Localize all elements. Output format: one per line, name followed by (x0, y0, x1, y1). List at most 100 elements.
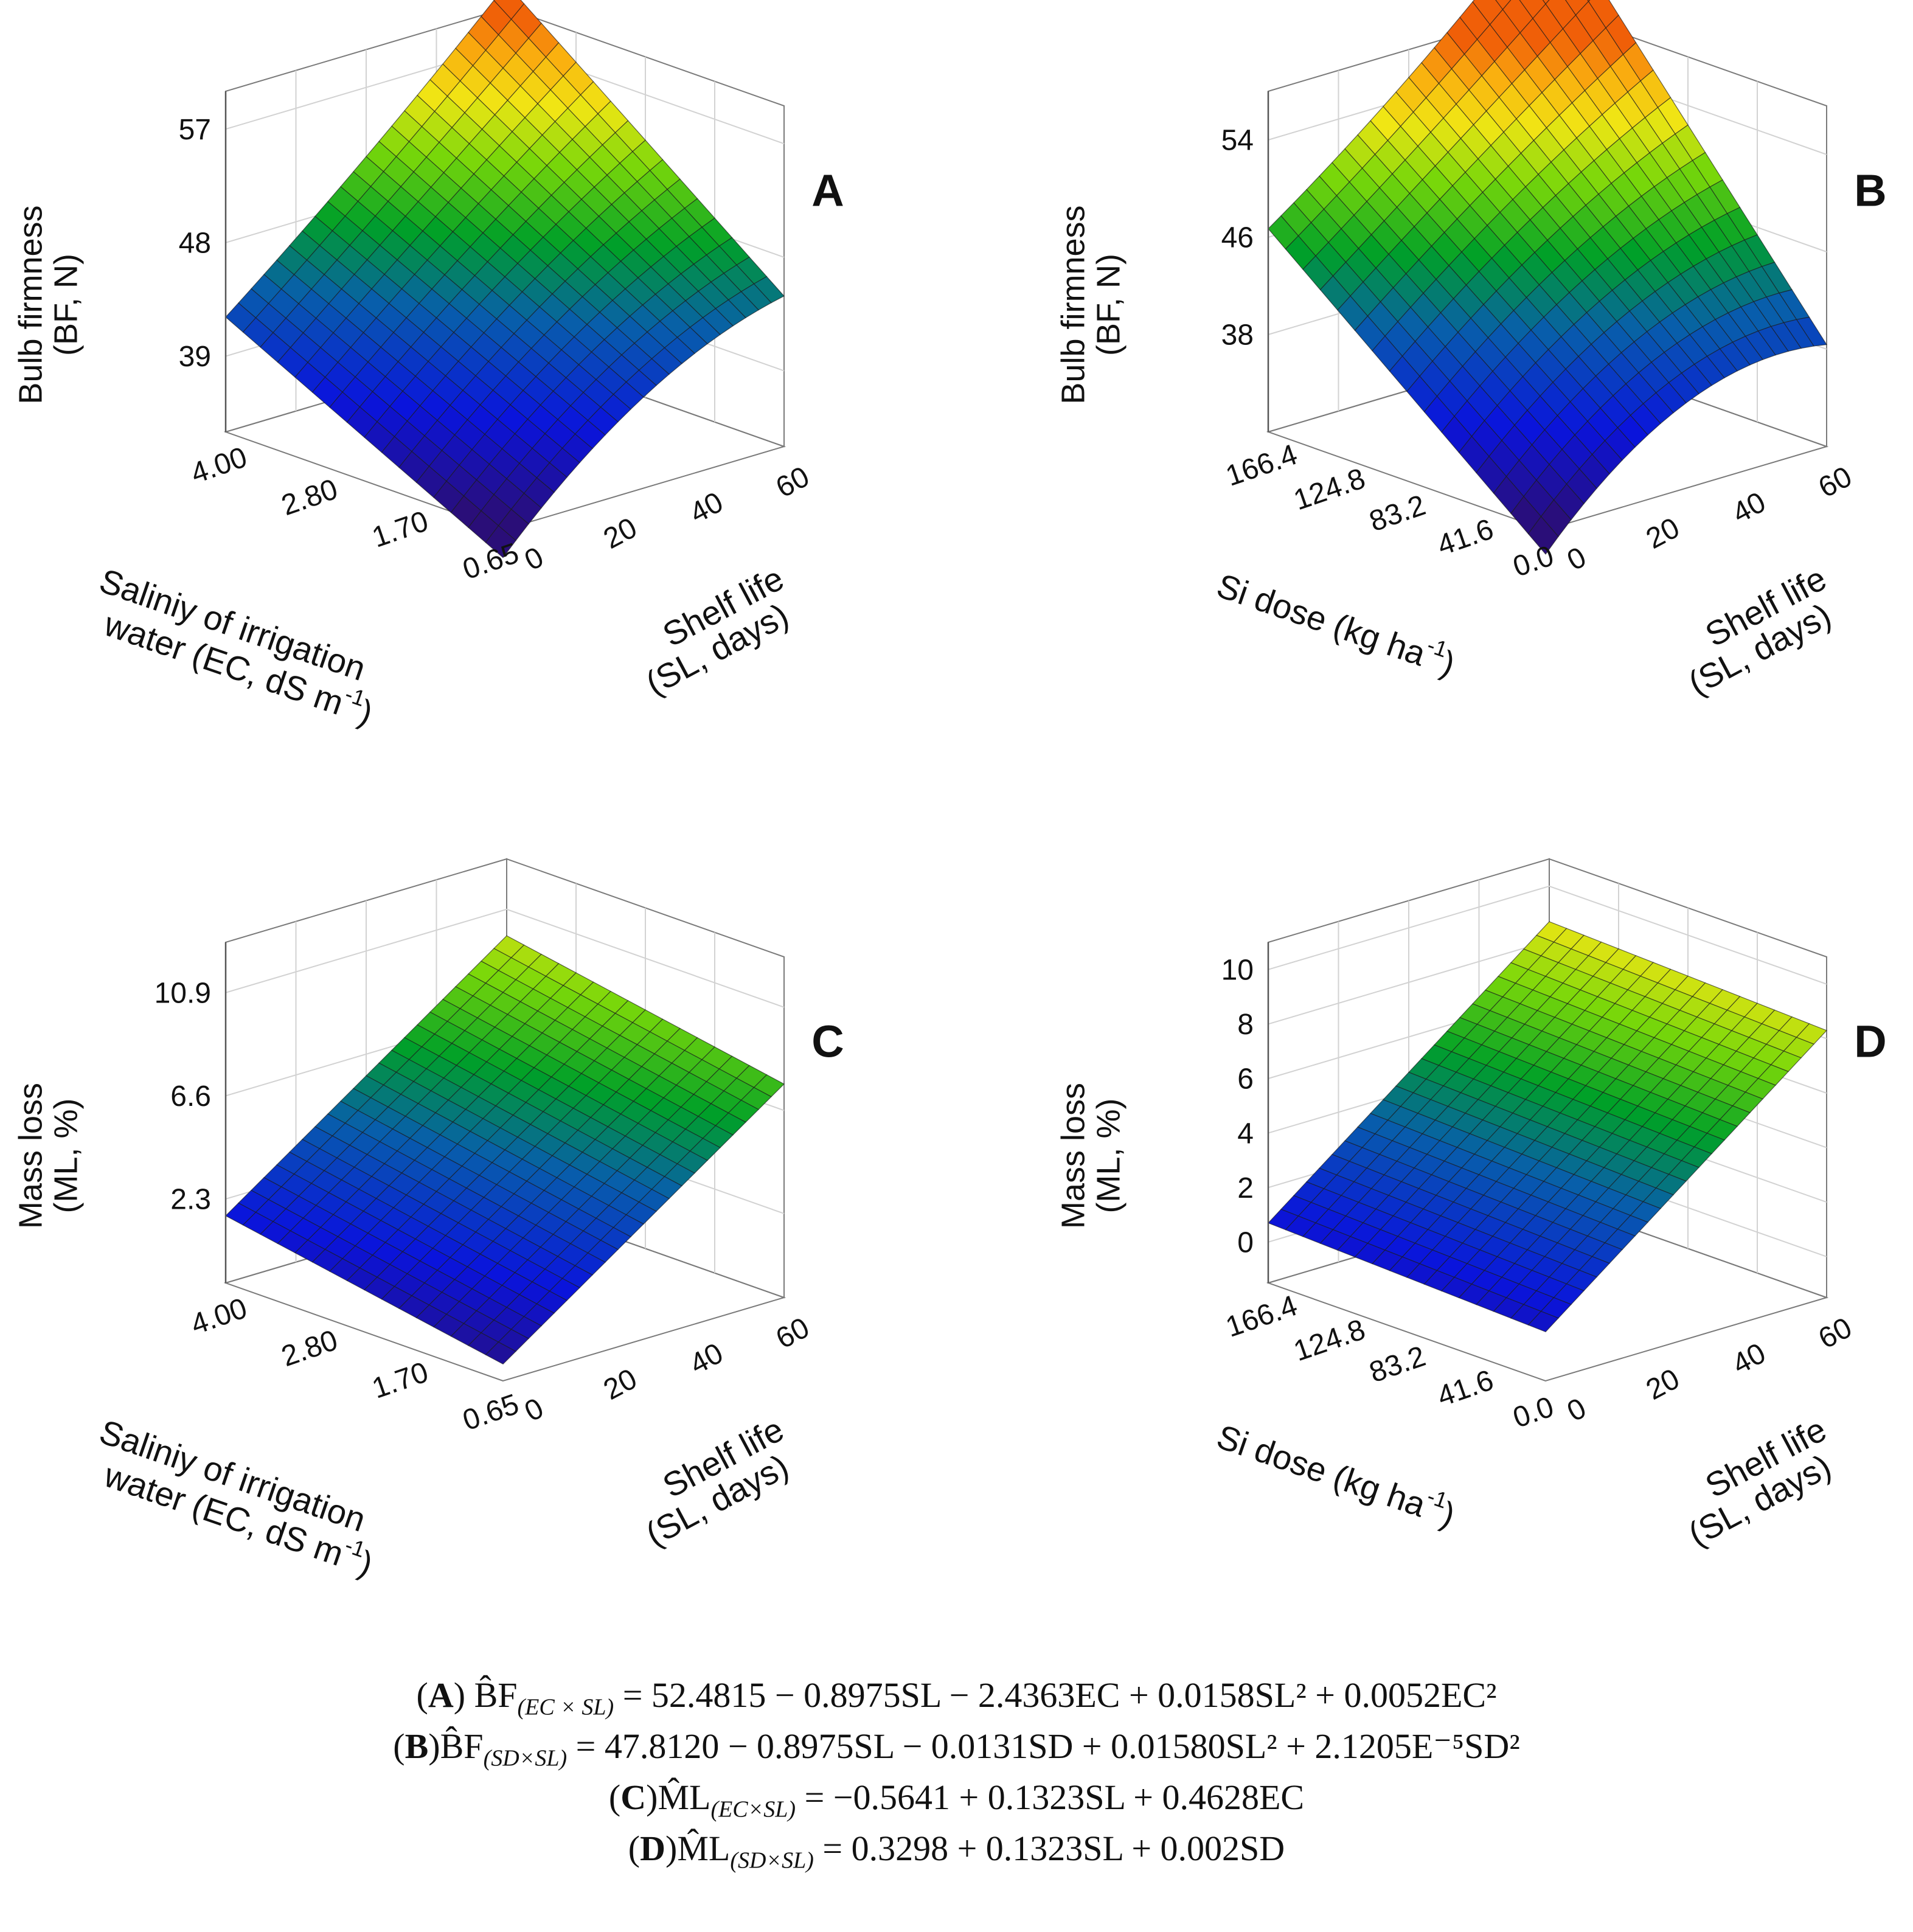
right-tick-label: 40 (1727, 1337, 1771, 1381)
z-tick-label: 4 (1237, 1117, 1254, 1150)
surface (225, 935, 785, 1365)
left-tick-label: 0.65 (459, 537, 523, 586)
right-tick-label: 20 (599, 512, 642, 555)
left-tick-label: 41.6 (1433, 513, 1498, 562)
z-axis-title: (BF, N) (1090, 254, 1127, 356)
panel-c: 10.9 6.6 2.3 Mass loss(ML, %) 4.00 2.80 1.70 0.… (12, 858, 844, 1583)
z-axis-title: Bulb firmness (1055, 205, 1091, 404)
left-tick-label: 1.70 (368, 1356, 432, 1405)
z-tick-label: 6 (1237, 1063, 1254, 1096)
z-axis-title: (ML, %) (1090, 1099, 1127, 1214)
z-tick-label: 48 (179, 228, 211, 260)
surface-quad (1542, 0, 1550, 5)
z-tick-label: 39 (179, 341, 211, 373)
left-tick-label: 0.65 (459, 1388, 523, 1437)
equations-block: (A) B̂F(EC × SL) = 52.4815 − 0.8975SL − … (0, 1670, 1913, 1874)
equation-c-subscript: (EC×SL) (710, 1796, 796, 1823)
equation-a-subscript: (EC × SL) (517, 1694, 614, 1720)
equation-b-subscript: (SD×SL) (483, 1745, 568, 1771)
left-tick-label: 0.0 (1509, 1391, 1558, 1434)
z-axis-title: (ML, %) (47, 1099, 84, 1214)
left-tick-label: 124.8 (1290, 1313, 1369, 1367)
panel-label: B (1854, 165, 1886, 216)
equation-b-label: B (404, 1726, 429, 1766)
equation-d-rhs: = 0.3298 + 0.1323SL + 0.002SD (822, 1829, 1285, 1868)
z-axis-title: Mass loss (1055, 1083, 1091, 1229)
left-tick-label: 166.4 (1222, 439, 1302, 493)
left-tick-label: 124.8 (1290, 462, 1369, 516)
left-tick-label: 166.4 (1222, 1290, 1302, 1344)
left-tick-label: 2.80 (277, 1324, 342, 1374)
left-axis-title: Si dose (kg ha-1) (1212, 561, 1462, 683)
equation-b-lhs: B̂F (440, 1726, 484, 1766)
left-tick-label: 83.2 (1366, 1340, 1430, 1389)
z-tick-label: 10.9 (154, 977, 211, 1009)
equation-c-label: C (620, 1777, 647, 1817)
z-tick-label: 0 (1237, 1226, 1254, 1259)
z-tick-label: 2 (1237, 1172, 1254, 1204)
right-tick-label: 0 (519, 541, 549, 577)
z-tick-label: 38 (1221, 319, 1254, 352)
z-axis-title: Mass loss (12, 1083, 49, 1229)
left-tick-label: 4.00 (187, 441, 251, 490)
right-tick-label: 40 (1727, 486, 1771, 530)
surface-quad (1527, 1310, 1560, 1333)
z-tick-label: 57 (179, 114, 211, 146)
panel-b: 54 46 38 Bulb firmness(BF, N) 166.4124.883.2… (1055, 0, 1887, 703)
right-tick-label: 0 (1562, 541, 1591, 577)
right-tick-label: 40 (685, 1337, 729, 1381)
surface-quad (1527, 516, 1559, 555)
z-tick-label: 10 (1221, 954, 1254, 986)
surface (1267, 921, 1828, 1333)
panel-label: A (811, 165, 844, 216)
panel-label: C (811, 1016, 844, 1067)
equation-b-rhs: = 47.8120 − 0.8975SL − 0.0131SD + 0.0158… (575, 1726, 1520, 1766)
left-tick-label: 83.2 (1366, 489, 1430, 538)
equation-a-rhs: = 52.4815 − 0.8975SL − 2.4363EC + 0.0158… (622, 1675, 1497, 1715)
z-axis-title: Bulb firmness (12, 205, 49, 404)
equation-c-rhs: = −0.5641 + 0.1323SL + 0.4628EC (804, 1777, 1305, 1817)
right-tick-label: 60 (771, 460, 814, 504)
right-tick-label: 60 (1813, 1312, 1857, 1355)
surface-quad (1495, 0, 1512, 10)
z-gridline (225, 908, 785, 1008)
z-tick-label: 46 (1221, 222, 1254, 254)
surface-quad (485, 525, 516, 558)
surface (225, 0, 785, 558)
equation-a: (A) B̂F(EC × SL) = 52.4815 − 0.8975SL − … (416, 1675, 1497, 1720)
z-tick-label: 2.3 (170, 1184, 211, 1216)
panel-a: 57 48 39 Bulb firmness(BF, N) 4.00 2.80 1.70 0.… (12, 0, 844, 732)
equation-b: (B)B̂F(SD×SL) = 47.8120 − 0.8975SL − 0.0… (393, 1726, 1520, 1771)
z-tick-label: 8 (1237, 1009, 1254, 1041)
right-tick-label: 60 (771, 1312, 814, 1355)
z-axis-title: (BF, N) (47, 254, 84, 356)
equation-d: (D)M̂L(SD×SL) = 0.3298 + 0.1323SL + 0.00… (628, 1829, 1285, 1874)
right-tick-label: 60 (1813, 460, 1857, 504)
right-tick-label: 40 (685, 486, 729, 530)
right-tick-label: 20 (1641, 512, 1685, 555)
left-tick-label: 1.70 (368, 505, 432, 554)
left-tick-label: 41.6 (1433, 1364, 1498, 1413)
left-tick-label: 4.00 (187, 1292, 251, 1341)
equation-d-lhs: M̂L (677, 1829, 731, 1868)
surface-quad (485, 1341, 516, 1365)
z-gridline (1268, 885, 1827, 985)
surface (1268, 0, 1828, 555)
left-axis-title: Si dose (kg ha-1) (1212, 1413, 1462, 1534)
right-tick-label: 0 (1562, 1392, 1591, 1428)
left-tick-label: 2.80 (277, 473, 342, 523)
right-tick-label: 20 (1641, 1363, 1685, 1406)
equation-d-label: D (640, 1829, 666, 1868)
equation-a-lhs: B̂F (474, 1675, 518, 1715)
z-tick-label: 54 (1221, 125, 1254, 157)
equation-c: (C)M̂L(EC×SL) = −0.5641 + 0.1323SL + 0.4… (608, 1777, 1305, 1823)
equation-a-label: A (428, 1675, 454, 1715)
right-tick-label: 0 (519, 1392, 549, 1428)
equation-c-lhs: M̂L (658, 1777, 711, 1817)
right-tick-label: 20 (599, 1363, 642, 1406)
panel-label: D (1854, 1016, 1886, 1067)
equation-d-subscript: (SD×SL) (730, 1847, 814, 1874)
z-tick-label: 6.6 (170, 1080, 211, 1113)
